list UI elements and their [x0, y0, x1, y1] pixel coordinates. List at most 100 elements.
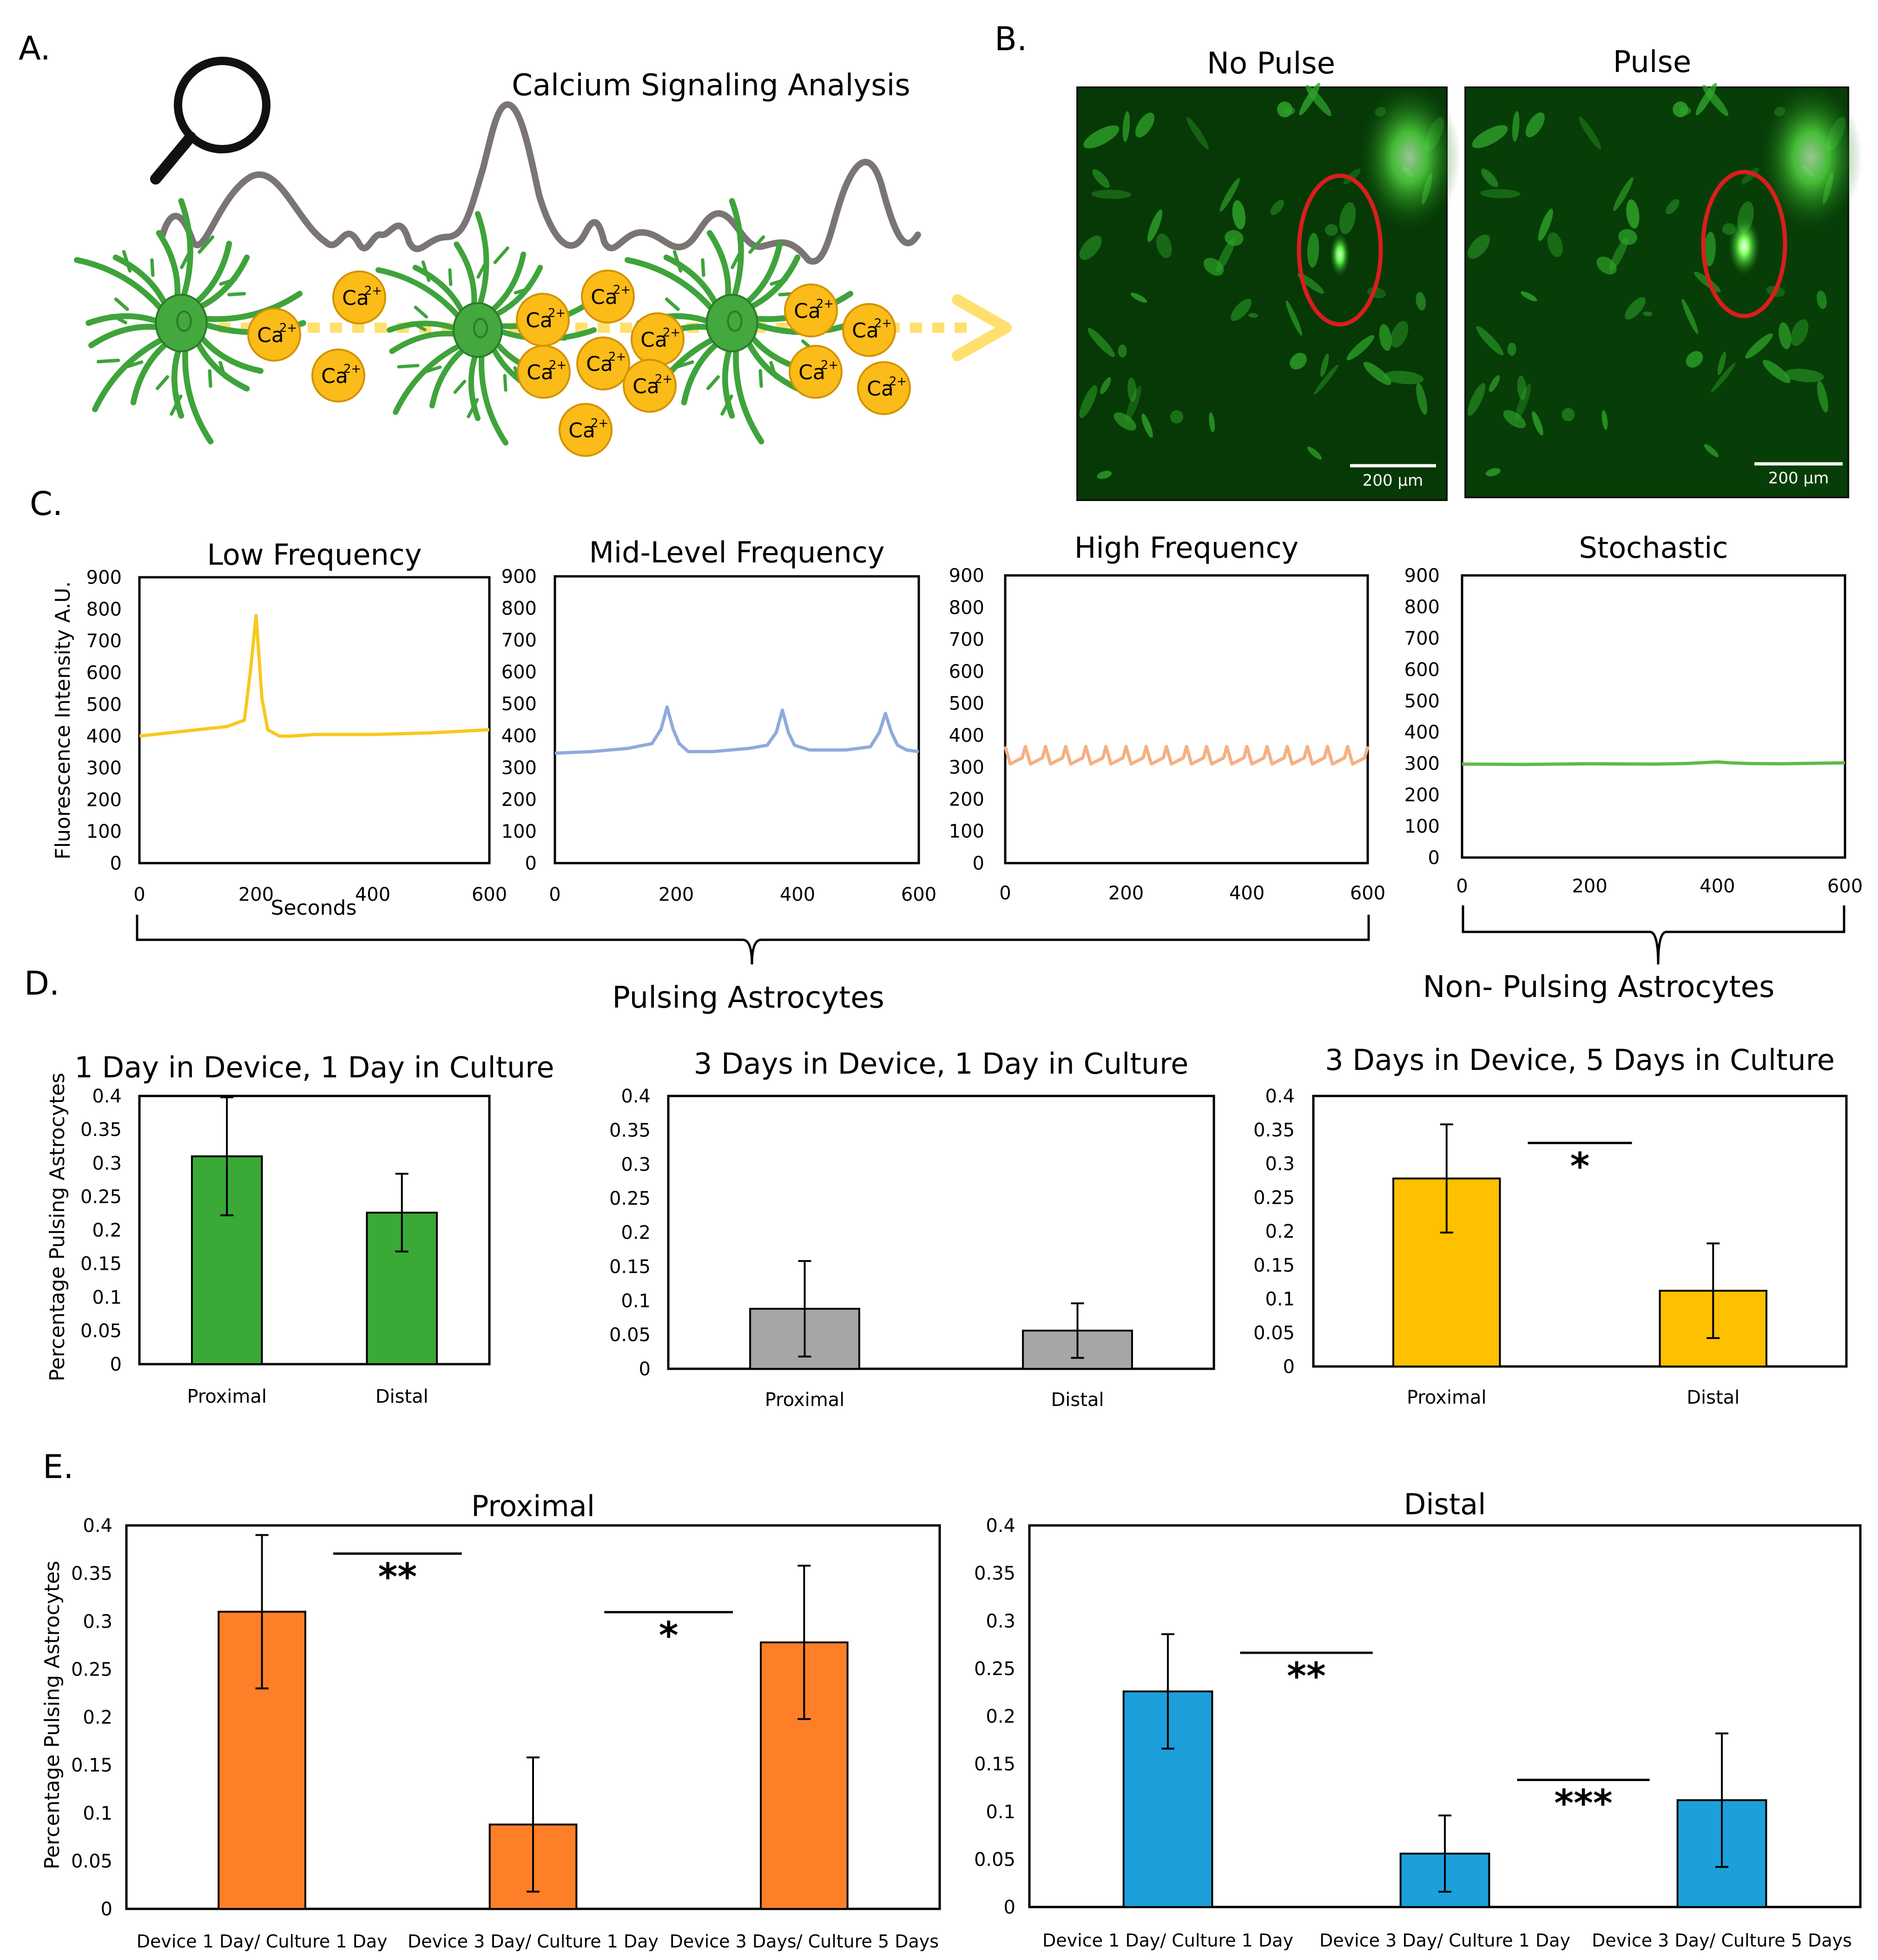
significance-marker: ***	[1554, 1782, 1613, 1825]
cell-mark	[1666, 199, 1680, 214]
arrow-head-icon	[952, 294, 1012, 361]
y-tick-label: 0	[639, 1359, 651, 1380]
panel-label-e: E.	[43, 1448, 73, 1486]
y-tick-label: 0.05	[80, 1320, 122, 1342]
chart-title: Distal	[1404, 1487, 1486, 1521]
x-tick-label: Device 3 Day/ Culture 5 Days	[1592, 1930, 1852, 1951]
chart-c2: Mid-Level Frequency 0 100 200 300 400 500 600 70…	[501, 535, 937, 905]
y-tick-label: 0.3	[83, 1611, 112, 1632]
y-tick-label: 300	[949, 757, 984, 779]
y-tick-label: 300	[1404, 753, 1440, 775]
cell-mark	[1468, 234, 1490, 259]
panel-b: No Pulse Pulse 200 μm 200 μm	[1076, 45, 1862, 501]
y-tick-label: 0.25	[71, 1659, 112, 1680]
cell-mark	[1686, 351, 1703, 368]
cell-mark	[1547, 232, 1563, 257]
cell-mark	[1231, 298, 1252, 321]
cell-mark	[1711, 363, 1736, 393]
y-tick-label: 0.3	[986, 1610, 1015, 1632]
ion-charge: 2+	[613, 283, 631, 297]
cell-mark	[1704, 231, 1716, 267]
astrocyte-icon	[73, 198, 306, 445]
y-axis-label: Percentage Pulsing Astrocytes	[40, 1561, 64, 1869]
cell-mark	[1681, 298, 1699, 335]
y-tick-label: 0.35	[71, 1563, 112, 1584]
cell-mark	[1313, 364, 1338, 395]
chart-title: Proximal	[471, 1489, 595, 1523]
ion-label: Ca	[794, 299, 821, 323]
chart-title: 3 Days in Device, 5 Days in Culture	[1325, 1043, 1835, 1077]
y-tick-label: 0.3	[92, 1153, 122, 1174]
y-tick-label: 0.25	[974, 1658, 1015, 1680]
cell-mark	[1779, 322, 1792, 350]
ion-charge: 2+	[364, 284, 382, 298]
x-tick-label: 0	[549, 884, 560, 905]
y-tick-label: 200	[501, 789, 537, 811]
calcium-ion: Ca2+	[516, 293, 570, 347]
cell-mark	[1476, 326, 1504, 356]
y-tick-label: 0.1	[92, 1287, 122, 1308]
calcium-ion: Ca2+	[517, 345, 571, 399]
y-tick-label: 0	[110, 853, 122, 874]
ion-charge: 2+	[548, 306, 566, 320]
cell-mark	[1601, 410, 1608, 430]
x-tick-label: 200	[1572, 876, 1607, 897]
y-tick-label: 0	[110, 1354, 122, 1375]
y-tick-label: 700	[501, 630, 537, 651]
calcium-ion: Ca2+	[789, 345, 843, 399]
cell-mark	[1363, 362, 1391, 385]
no-pulse-title: No Pulse	[1207, 46, 1335, 81]
x-tick-label: 600	[1350, 883, 1385, 904]
scale-bar-label: 200 μm	[1363, 471, 1423, 490]
cell-mark	[1091, 190, 1132, 199]
target-cell	[1728, 218, 1760, 275]
y-axis-label: Percentage Pulsing Astrocytes	[46, 1073, 69, 1381]
chart-c1: Low Frequency 0 100 200 300 400 500 600 700 800 90…	[51, 538, 507, 920]
cell-mark	[1285, 300, 1303, 336]
ion-charge: 2+	[343, 362, 361, 376]
y-tick-label: 0	[973, 853, 984, 874]
y-tick-label: 900	[86, 567, 122, 588]
cell-mark	[1784, 369, 1824, 383]
cell-mark	[1307, 232, 1319, 268]
cell-mark	[1745, 333, 1773, 359]
chart-title: Mid-Level Frequency	[589, 535, 884, 569]
micrograph-no-pulse: 200 μm	[1076, 83, 1461, 501]
ion-charge: 2+	[608, 350, 626, 364]
ion-label: Ca	[342, 286, 369, 310]
y-tick-label: 0.4	[621, 1086, 651, 1107]
panel-label-a: A.	[19, 29, 51, 67]
y-tick-label: 0.35	[974, 1563, 1015, 1584]
cell-mark	[1126, 386, 1141, 422]
cell-mark	[1083, 125, 1120, 149]
x-tick-label: 400	[780, 884, 815, 905]
cell-mark	[1118, 344, 1127, 358]
y-tick-label: 300	[501, 757, 537, 779]
panel-label-d: D.	[24, 964, 59, 1003]
calcium-ion: Ca2+	[857, 361, 911, 415]
cell-mark	[1525, 112, 1545, 138]
y-tick-label: 0.15	[974, 1754, 1015, 1775]
cell-mark	[1122, 111, 1130, 142]
significance-marker: **	[378, 1556, 417, 1599]
error-bar	[1715, 1732, 1728, 1868]
cell-mark	[1489, 375, 1500, 392]
x-tick-label: Proximal	[1407, 1387, 1487, 1408]
cell-mark	[1141, 413, 1153, 438]
chart-title: 3 Days in Device, 1 Day in Culture	[694, 1047, 1188, 1081]
x-tick-label: Device 1 Day/ Culture 1 Day	[1042, 1930, 1293, 1951]
ion-label: Ca	[257, 323, 284, 347]
pulse-title: Pulse	[1613, 45, 1692, 79]
cell-mark	[1248, 313, 1258, 318]
error-bar	[255, 1534, 269, 1689]
cell-mark	[1503, 410, 1526, 429]
cell-mark	[1579, 116, 1601, 150]
y-tick-label: 400	[501, 726, 537, 747]
y-tick-label: 100	[949, 821, 984, 842]
calcium-ion: Ca2+	[623, 359, 677, 413]
ion-label: Ca	[568, 419, 595, 442]
y-tick-label: 700	[949, 629, 984, 651]
cell-mark	[1416, 292, 1426, 311]
y-tick-label: 0.35	[1253, 1120, 1295, 1141]
